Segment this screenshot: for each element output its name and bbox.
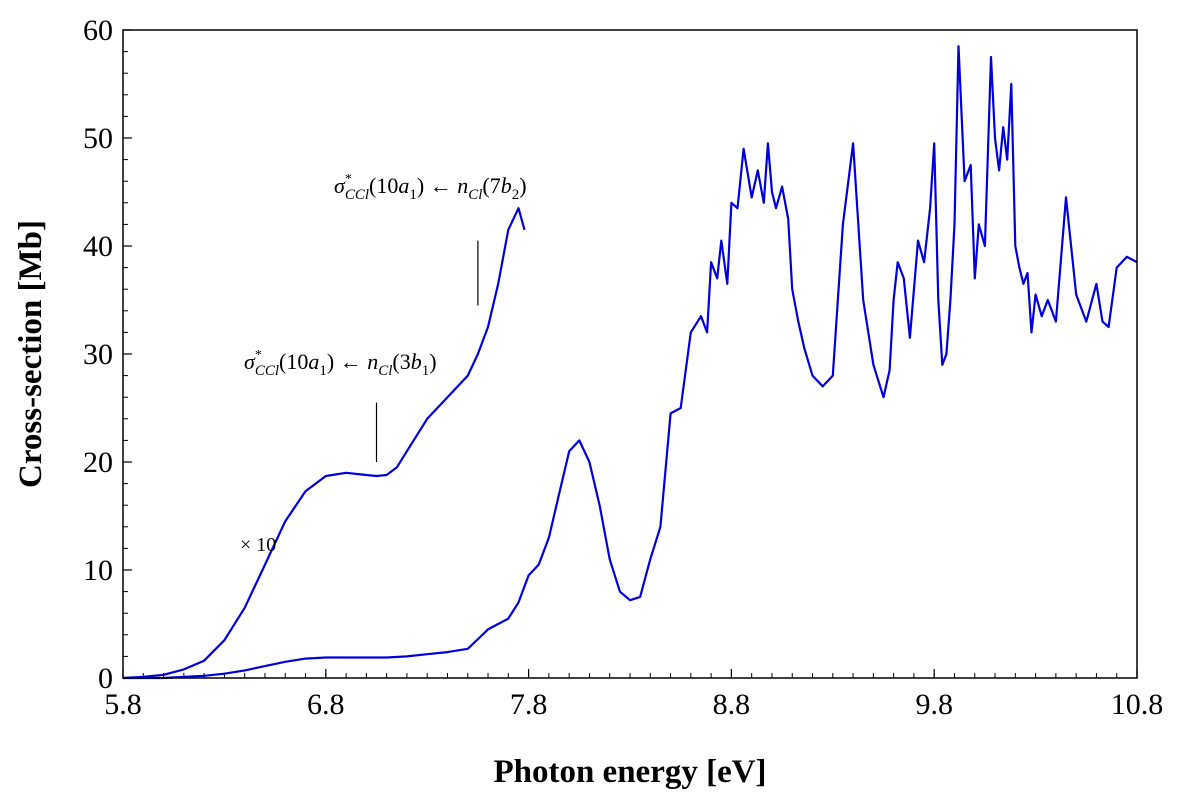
x-tick-label: 6.8 <box>307 688 345 721</box>
annot-mid-ccl: CCl <box>255 363 279 379</box>
annot-mid-p1: (10 <box>279 349 308 374</box>
plot-frame <box>122 29 1138 679</box>
annot-top-n: n <box>457 173 468 198</box>
series-layer <box>122 45 1138 680</box>
y-tick-label: 20 <box>83 446 113 479</box>
x-tick-label: 9.8 <box>915 688 953 721</box>
x-tick-label: 5.8 <box>104 688 142 721</box>
annot-mid-arrow: ← <box>334 349 367 374</box>
x-tick-label: 10.8 <box>1111 688 1164 721</box>
annot-top-star: * <box>345 172 352 187</box>
annot-mid-pclose: ) <box>327 349 334 374</box>
annotation-transition-7b2: σ* CCl(10a1) ← nCl(7b2) <box>334 172 527 203</box>
annotation-transition-3b1: σ* CCl(10a1) ← nCl(3b1) <box>244 348 437 379</box>
annot-top-sigma: σ <box>334 173 346 198</box>
series-line-scaled-x10 <box>122 207 526 680</box>
series-line-cross-section <box>123 45 1138 680</box>
scale-factor-label: × 10 <box>240 534 276 556</box>
annot-mid-cl: Cl <box>378 363 392 379</box>
annot-top-p2: (7 <box>482 173 500 198</box>
annot-mid-b: b <box>411 349 422 374</box>
x-tick-label: 7.8 <box>510 688 548 721</box>
annot-mid-sigma: σ <box>244 349 256 374</box>
annot-top-p1: (10 <box>369 173 398 198</box>
annot-top-sub1: 1 <box>409 187 417 203</box>
annot-top-cl: Cl <box>468 187 482 203</box>
y-tick-label: 40 <box>83 230 113 263</box>
annot-mid-n: n <box>367 349 378 374</box>
annot-mid-a: a <box>308 349 319 374</box>
y-tick-label: 50 <box>83 122 113 155</box>
y-tick-label: 0 <box>98 662 113 695</box>
annot-mid-sub1: 1 <box>319 363 327 379</box>
annot-mid-end: ) <box>429 349 436 374</box>
x-axis-title: Photon energy [eV] <box>493 754 766 790</box>
annot-top-sub2: 2 <box>512 187 520 203</box>
annot-top-arrow: ← <box>424 173 457 198</box>
annot-top-pclose: ) <box>417 173 424 198</box>
annot-mid-sub2: 1 <box>422 363 430 379</box>
y-tick-label: 60 <box>83 14 113 47</box>
annot-mid-star: * <box>255 348 262 363</box>
annot-top-b: b <box>501 173 512 198</box>
annot-mid-p2: (3 <box>392 349 410 374</box>
annot-top-end: ) <box>519 173 526 198</box>
y-tick-label: 10 <box>83 554 113 587</box>
y-axis-title: Cross-section [Mb] <box>13 220 49 488</box>
x-tick-label: 8.8 <box>713 688 751 721</box>
annot-top-a: a <box>398 173 409 198</box>
y-tick-label: 30 <box>83 338 113 371</box>
annot-top-ccl: CCl <box>345 187 369 203</box>
